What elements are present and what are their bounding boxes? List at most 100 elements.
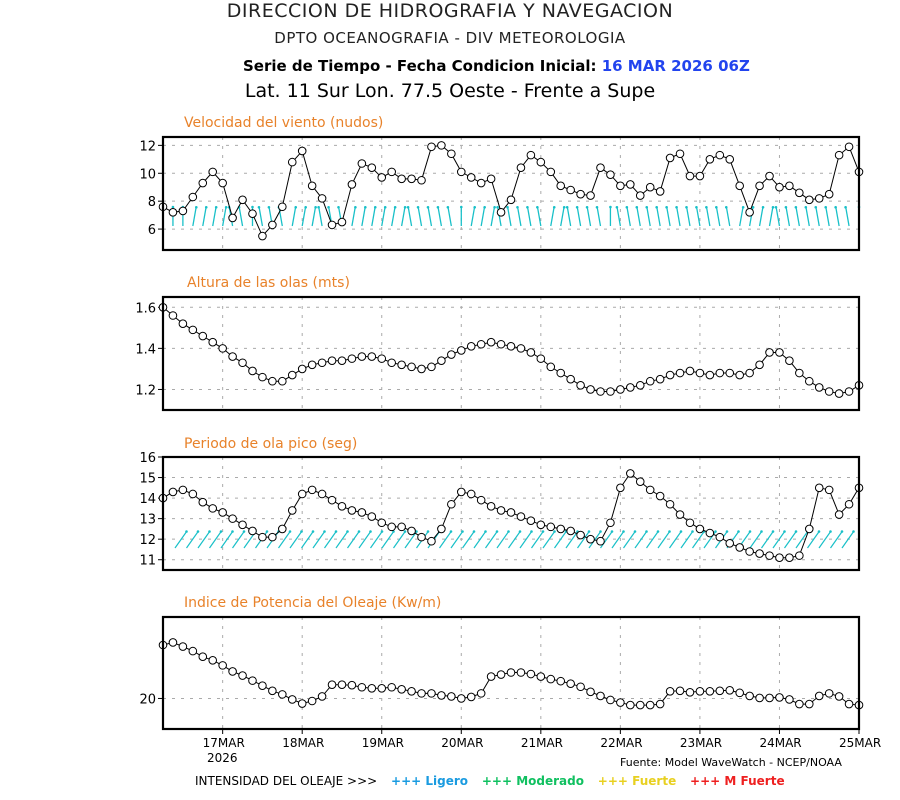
wind-direction-arrow	[785, 206, 791, 227]
data-point	[238, 520, 247, 530]
data-point	[755, 181, 764, 191]
data-point	[745, 208, 754, 217]
data-point	[824, 387, 834, 396]
wave-direction-arrow	[565, 530, 579, 549]
data-point	[427, 362, 436, 372]
wave-direction-arrow	[531, 530, 544, 549]
data-point	[357, 159, 367, 168]
wave-arrow-head	[783, 530, 786, 533]
wind-arrow-head	[446, 206, 450, 209]
data-point	[496, 339, 506, 349]
x-tick-label: 17MAR	[202, 736, 245, 750]
data-point	[297, 364, 307, 374]
data-point	[765, 551, 774, 560]
data-point	[725, 368, 735, 378]
legend-ligero: +++ Ligero	[391, 774, 469, 788]
wind-direction-arrow	[311, 206, 317, 227]
wind-arrow-head	[844, 206, 847, 209]
wind-arrow-head	[393, 206, 397, 209]
wave-arrow-head	[725, 530, 729, 533]
data-point	[795, 188, 804, 198]
data-point	[248, 209, 257, 219]
data-point	[506, 342, 516, 351]
wave-direction-arrow	[370, 530, 383, 549]
initial-date: 16 MAR 2026 06Z	[601, 57, 750, 75]
wind-arrow-head	[403, 206, 407, 209]
wind-arrow-head	[327, 206, 330, 209]
wave-arrow-head	[369, 530, 372, 533]
data-point	[516, 163, 526, 172]
data-point	[377, 518, 387, 528]
data-point	[715, 532, 725, 542]
wave-direction-arrow	[554, 530, 567, 549]
wind-arrow-head	[406, 206, 410, 209]
y-tick-label: 11	[139, 554, 156, 569]
wind-arrow-head	[257, 206, 261, 209]
legend-label: INTENSIDAD DEL OLEAJE >>>	[195, 774, 378, 788]
data-point	[705, 370, 715, 380]
data-point	[228, 213, 237, 223]
data-point	[715, 686, 725, 696]
y-tick-label: 15	[139, 472, 156, 487]
data-point	[268, 376, 277, 386]
data-point	[466, 692, 476, 702]
wind-arrow-head	[575, 206, 579, 209]
wind-direction-arrow	[238, 206, 244, 227]
data-point	[536, 672, 546, 681]
data-point	[755, 360, 764, 370]
data-point	[735, 543, 744, 552]
data-point	[218, 661, 227, 670]
data-point	[626, 180, 635, 189]
data-point	[785, 695, 794, 704]
wave-arrow-head	[219, 530, 223, 533]
wind-direction-arrow	[301, 206, 307, 227]
wave-direction-arrow	[807, 530, 820, 549]
wave-direction-arrow	[404, 530, 418, 549]
data-point	[795, 551, 804, 560]
wind-direction-arrow	[675, 206, 681, 227]
data-point	[824, 689, 834, 698]
wind-direction-arrow	[705, 206, 711, 227]
data-point	[506, 668, 516, 677]
data-point	[357, 508, 367, 517]
wave-direction-arrow	[680, 530, 694, 549]
data-point	[447, 692, 456, 701]
wind-arrow-head	[171, 205, 175, 209]
wave-direction-arrow	[795, 530, 809, 549]
panel-frame	[161, 615, 861, 731]
data-point	[606, 695, 615, 705]
x-tick-label: 24MAR	[759, 736, 802, 750]
data-point	[297, 146, 307, 156]
wave-arrow-head	[714, 530, 717, 533]
data-point	[238, 671, 247, 680]
wind-direction-arrow	[192, 206, 197, 227]
wind-arrow-head	[473, 206, 477, 209]
wave-arrow-head	[817, 530, 821, 533]
wave-arrow-head	[495, 530, 499, 533]
wind-arrow-head	[506, 206, 509, 209]
wind-direction-arrow	[616, 206, 622, 227]
data-point	[814, 691, 824, 701]
data-point	[168, 208, 178, 217]
data-point	[347, 506, 357, 515]
data-point	[566, 679, 575, 688]
wave-arrow-head	[610, 530, 614, 533]
wave-direction-arrow	[841, 530, 855, 549]
data-point	[606, 518, 615, 528]
wind-direction-arrow	[381, 206, 386, 227]
data-point	[804, 195, 814, 205]
data-point	[168, 487, 178, 497]
data-point	[795, 368, 804, 378]
wind-arrow-head	[685, 206, 688, 209]
x-tick-label: 25MAR	[839, 736, 882, 750]
data-point	[307, 696, 317, 706]
data-point	[804, 524, 814, 534]
x-tick-label: 19MAR	[361, 736, 404, 750]
data-point	[427, 142, 436, 152]
wave-direction-arrow	[393, 530, 406, 549]
wind-arrow-head	[595, 206, 599, 209]
wave-arrow-head	[334, 530, 338, 533]
data-source: Fuente: Model WaveWatch - NCEP/NOAA	[620, 756, 842, 769]
wind-arrow-head	[615, 206, 619, 209]
